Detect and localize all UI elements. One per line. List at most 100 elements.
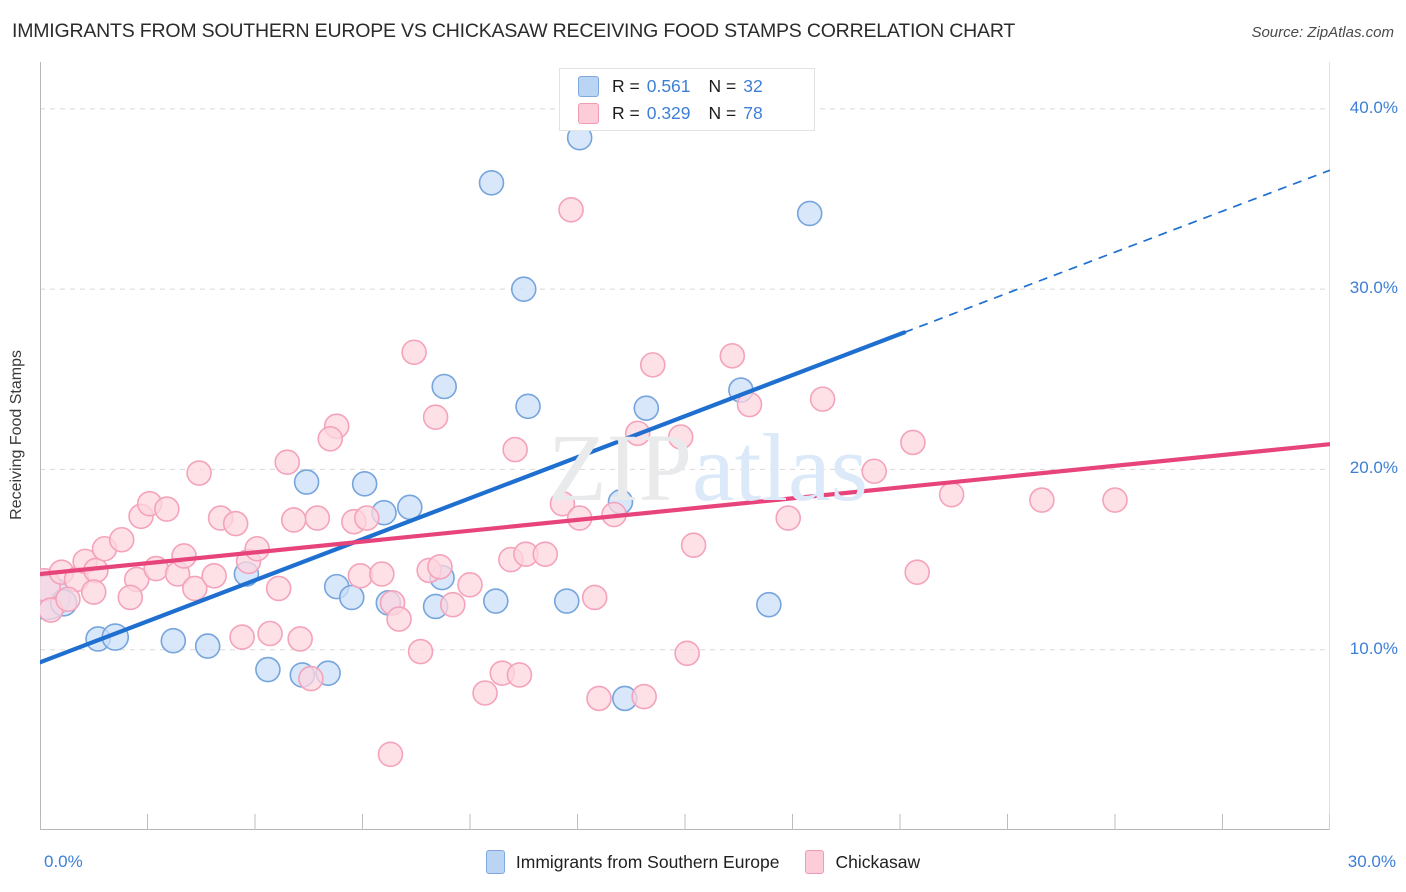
y-tick-label-40: 40.0%	[1349, 97, 1398, 117]
data-point	[244, 535, 270, 562]
data-point	[347, 562, 374, 589]
y-tick-label-10: 10.0%	[1349, 638, 1398, 658]
data-point	[457, 572, 483, 598]
data-point	[274, 449, 301, 476]
data-point	[186, 460, 212, 486]
y-axis-title: Receiving Food Stamps	[8, 350, 25, 520]
data-point	[482, 588, 509, 614]
data-point	[80, 579, 107, 605]
data-point	[502, 436, 528, 463]
data-point	[396, 494, 423, 521]
data-point	[377, 741, 404, 768]
marker-layer	[40, 124, 1128, 768]
data-point	[904, 559, 931, 586]
data-point	[369, 561, 395, 587]
data-point	[439, 591, 466, 618]
data-point	[472, 680, 498, 706]
data-point	[719, 343, 746, 369]
series-swatch-chickasaw	[805, 850, 825, 874]
legend-r-label-pink: R =	[612, 103, 640, 123]
data-point	[353, 505, 380, 531]
series-label-immigrants: Immigrants from Southern Europe	[515, 851, 780, 872]
data-point	[298, 665, 324, 692]
series-legend-item-blue[interactable]: Immigrants from Southern Europe	[485, 850, 780, 874]
data-point	[674, 640, 700, 667]
data-point	[160, 627, 187, 654]
trendline	[40, 442, 1330, 577]
trendline	[40, 330, 907, 665]
data-point	[1029, 487, 1055, 513]
data-point	[194, 633, 221, 659]
data-point	[304, 505, 331, 531]
data-point	[861, 458, 888, 485]
data-point	[171, 543, 197, 569]
data-point	[108, 526, 135, 553]
data-point	[515, 393, 541, 420]
legend-row-blue: R = 0.561 N = 32	[578, 73, 763, 100]
trendline-extension	[903, 169, 1330, 334]
series-legend-item-pink[interactable]: Chickasaw	[805, 850, 920, 874]
data-point	[631, 683, 657, 710]
data-point	[422, 404, 449, 430]
data-point	[201, 562, 227, 589]
data-point	[182, 575, 208, 602]
legend-n-label-blue: N =	[708, 76, 737, 96]
legend-swatch-blue	[578, 76, 599, 97]
source-note: Source: ZipAtlas.com	[1251, 24, 1394, 41]
data-point	[55, 586, 81, 613]
series-legend: Immigrants from Southern Europe Chickasa…	[0, 850, 1406, 874]
data-point	[386, 606, 412, 632]
legend-r-value-blue: 0.561	[646, 76, 691, 96]
data-point	[1102, 487, 1128, 513]
x-tick-label-max: 30.0%	[1347, 852, 1396, 871]
data-point	[633, 395, 660, 421]
legend-r-value-pink: 0.329	[646, 103, 691, 123]
data-point	[407, 638, 434, 665]
correlation-legend: R = 0.561 N = 32 R = 0.329 N = 78	[559, 68, 815, 131]
data-point	[229, 624, 255, 650]
data-point	[257, 620, 283, 647]
scatter-plot-svg	[40, 62, 1330, 830]
data-point	[401, 339, 427, 366]
plot-area	[40, 62, 1330, 830]
y-tick-label-30: 30.0%	[1349, 278, 1398, 298]
data-point	[553, 588, 580, 614]
legend-n-value-blue: 32	[743, 76, 763, 96]
trendline-layer	[40, 169, 1330, 665]
legend-r-label-blue: R =	[612, 76, 640, 96]
data-point	[756, 591, 782, 618]
data-point	[117, 584, 144, 611]
data-point	[287, 626, 313, 652]
legend-swatch-pink	[578, 103, 599, 124]
data-point	[667, 424, 694, 450]
data-point	[351, 471, 378, 497]
data-point	[293, 469, 320, 495]
data-point	[154, 496, 180, 522]
data-point	[510, 276, 537, 302]
page-title: IMMIGRANTS FROM SOUTHERN EUROPE VS CHICK…	[12, 20, 1016, 42]
data-point	[680, 532, 707, 558]
legend-row-pink: R = 0.329 N = 78	[578, 100, 763, 127]
data-point	[796, 200, 823, 227]
data-point	[809, 386, 836, 412]
data-point	[581, 584, 608, 611]
data-point	[478, 169, 505, 196]
data-point	[558, 197, 584, 223]
data-point	[586, 685, 612, 712]
data-point	[549, 490, 576, 517]
data-point	[639, 352, 666, 378]
data-point	[280, 507, 307, 533]
series-swatch-immigrants	[485, 850, 505, 874]
series-label-chickasaw: Chickasaw	[835, 851, 921, 872]
legend-n-value-pink: 78	[743, 103, 763, 123]
y-tick-label-20: 20.0%	[1349, 458, 1398, 478]
data-point	[317, 425, 344, 452]
data-point	[431, 373, 458, 400]
data-point	[265, 575, 292, 602]
legend-n-label-pink: N =	[708, 103, 737, 123]
data-point	[222, 510, 249, 537]
data-point	[506, 662, 533, 688]
data-point	[775, 505, 802, 531]
data-point	[427, 553, 453, 580]
